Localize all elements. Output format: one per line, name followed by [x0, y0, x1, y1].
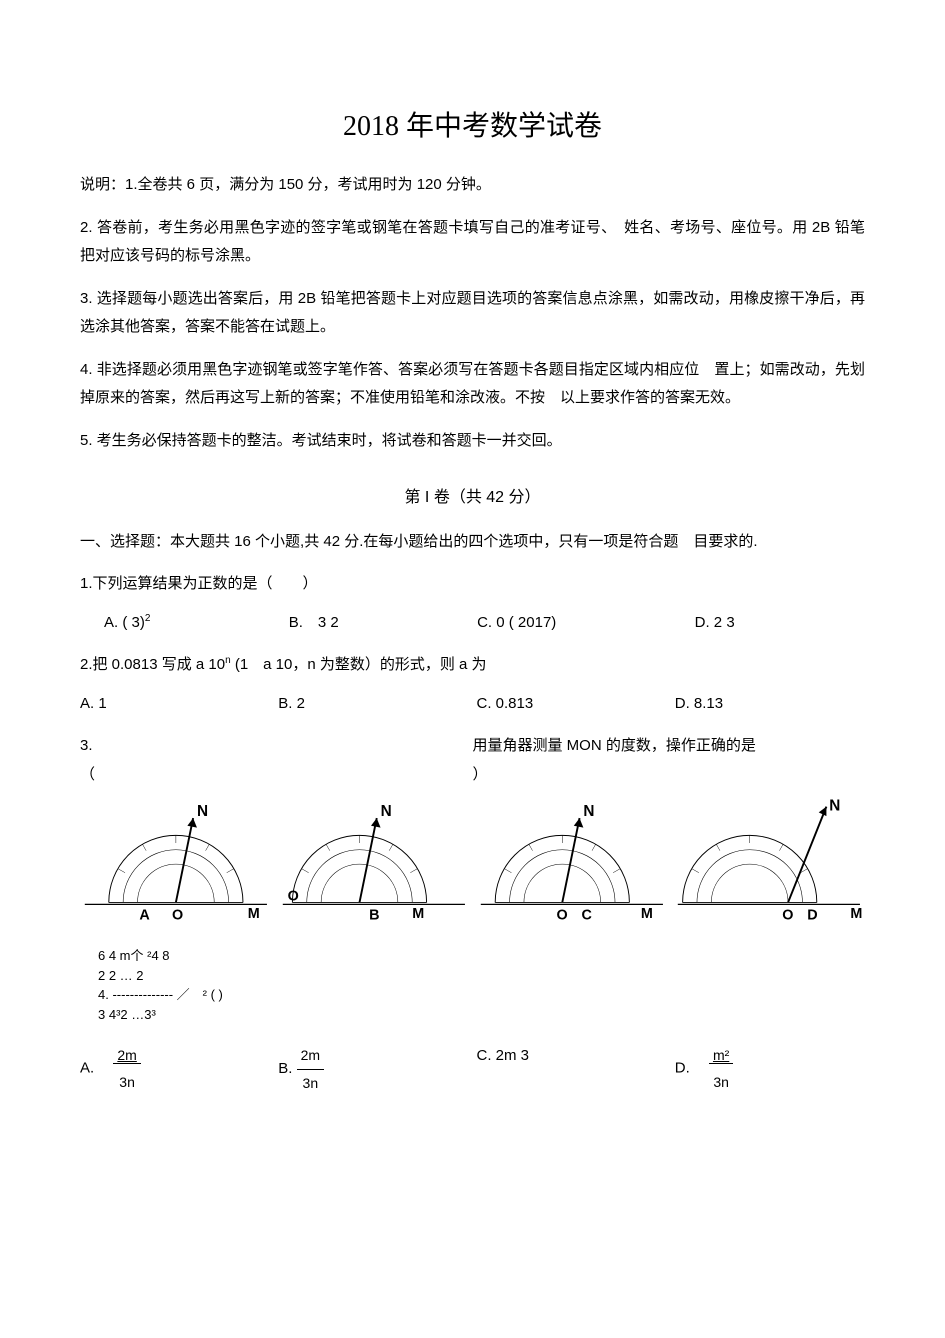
q3-fig-b: N O B M	[278, 797, 470, 932]
q4-a-frac: 2m 3n	[113, 1042, 140, 1095]
protractor-d-icon: N O D M	[673, 797, 865, 922]
q1-opt-d: D. 2 3	[695, 609, 865, 638]
label-a: A	[139, 908, 149, 922]
section-1-heading: 第 I 卷（共 42 分）	[80, 483, 865, 513]
svg-text:M: M	[640, 906, 652, 922]
label-n: N	[197, 803, 208, 820]
q4-l2: 2 2 … 2	[98, 966, 865, 986]
q3-fig-d: N O D M	[673, 797, 865, 932]
q4-opt-d: D. m² 3n	[675, 1042, 865, 1096]
section-1-desc: 一、选择题：本大题共 16 个小题,共 42 分.在每小题给出的四个选项中，只有…	[80, 528, 865, 557]
instruction-1: 说明：1.全卷共 6 页，满分为 150 分，考试用时为 120 分钟。	[80, 171, 865, 200]
instruction-5: 5. 考生务必保持答题卡的整洁。考试结束时，将试卷和答题卡一并交回。	[80, 427, 865, 456]
svg-text:B: B	[369, 908, 379, 922]
q4-mid: 4. -------------- ／ ² ( )	[98, 985, 865, 1005]
q4-l3: 3 4³2 …3³	[98, 1005, 865, 1025]
q4-a-num: 2m	[113, 1047, 140, 1064]
q4-block: 6 4 m个 ²4 8 2 2 … 2 4. -------------- ／ …	[98, 946, 865, 1024]
q3-right-text: 用量角器测量 MON 的度数，操作正确的是	[473, 737, 756, 754]
q1-options: A. ( 3)2 B. 3 2 C. 0 ( 2017) D. 2 3	[104, 609, 865, 638]
q2-stem-post: (1 a 10，n 为整数）的形式，则 a 为	[231, 656, 487, 673]
q1-a-text: A. ( 3)	[104, 614, 145, 631]
svg-text:N: N	[380, 803, 391, 820]
q1-stem: 1.下列运算结果为正数的是（ ）	[80, 570, 865, 599]
q1-opt-a: A. ( 3)2	[104, 609, 281, 638]
q4-l1: 6 4 m个 ²4 8	[98, 946, 865, 966]
q4-b-prefix: B.	[278, 1060, 292, 1077]
svg-text:N: N	[830, 797, 841, 814]
q3-fig-c: N O C M	[476, 797, 668, 932]
svg-text:M: M	[412, 906, 424, 922]
q3-figures: N A O M N O B M	[80, 797, 865, 932]
q3-right-paren: ）	[473, 766, 488, 783]
label-m: M	[248, 906, 260, 922]
q3-fig-a: N A O M	[80, 797, 272, 932]
q4-opt-a: A. 2m 3n	[80, 1042, 270, 1096]
protractor-b-icon: N O B M	[278, 797, 470, 922]
q4-d-num: m²	[709, 1047, 733, 1064]
q2-stem-pre: 2.把 0.0813 写成 a 10	[80, 656, 225, 673]
q4-b-den: 3n	[297, 1070, 324, 1097]
svg-text:N: N	[583, 803, 594, 820]
protractor-a-icon: N A O M	[80, 797, 272, 922]
q2-options: A. 1 B. 2 C. 0.813 D. 8.13	[80, 690, 865, 719]
q4-b-frac: 2m 3n	[297, 1042, 324, 1096]
instruction-2: 2. 答卷前，考生务必用黑色字迹的签字笔或钢笔在答题卡填写自己的准考证号、 姓名…	[80, 214, 865, 271]
q4-options: A. 2m 3n B. 2m 3n C. 2m 3 D. m² 3n	[80, 1042, 865, 1096]
label-o: O	[172, 908, 183, 922]
svg-text:C: C	[581, 908, 591, 922]
svg-text:O: O	[287, 889, 298, 905]
svg-text:O: O	[783, 908, 794, 922]
q2-opt-b: B. 2	[278, 690, 468, 719]
svg-text:M: M	[851, 906, 863, 922]
q2-opt-a: A. 1	[80, 690, 270, 719]
q1-a-sup: 2	[145, 613, 151, 624]
q1-opt-c: C. 0 ( 2017)	[477, 609, 687, 638]
q3-left-paren: （	[80, 766, 95, 783]
q4-d-den: 3n	[709, 1069, 733, 1096]
instruction-3: 3. 选择题每小题选出答案后，用 2B 铅笔把答题卡上对应题目选项的答案信息点涂…	[80, 285, 865, 342]
instruction-4: 4. 非选择题必须用黑色字迹钢笔或签字笔作答、答案必须写在答题卡各题目指定区域内…	[80, 356, 865, 413]
q4-d-frac: m² 3n	[709, 1042, 733, 1095]
protractor-c-icon: N O C M	[476, 797, 668, 922]
q4-d-prefix: D.	[675, 1060, 705, 1077]
q4-a-prefix: A.	[80, 1060, 109, 1077]
q2-opt-d: D. 8.13	[675, 690, 865, 719]
svg-text:O: O	[556, 908, 567, 922]
q1-opt-b: B. 3 2	[289, 609, 469, 638]
q3-stem: 3. （ 用量角器测量 MON 的度数，操作正确的是 ）	[80, 732, 865, 789]
q3-num: 3.	[80, 737, 93, 754]
q4-b-num: 2m	[297, 1042, 324, 1070]
q4-a-den: 3n	[113, 1069, 140, 1096]
page-title: 2018 年中考数学试卷	[80, 100, 865, 153]
q2-stem: 2.把 0.0813 写成 a 10n (1 a 10，n 为整数）的形式，则 …	[80, 651, 865, 680]
q4-opt-b: B. 2m 3n	[278, 1042, 468, 1096]
q2-opt-c: C. 0.813	[477, 690, 667, 719]
svg-text:D: D	[807, 908, 817, 922]
q4-opt-c: C. 2m 3	[477, 1042, 667, 1096]
